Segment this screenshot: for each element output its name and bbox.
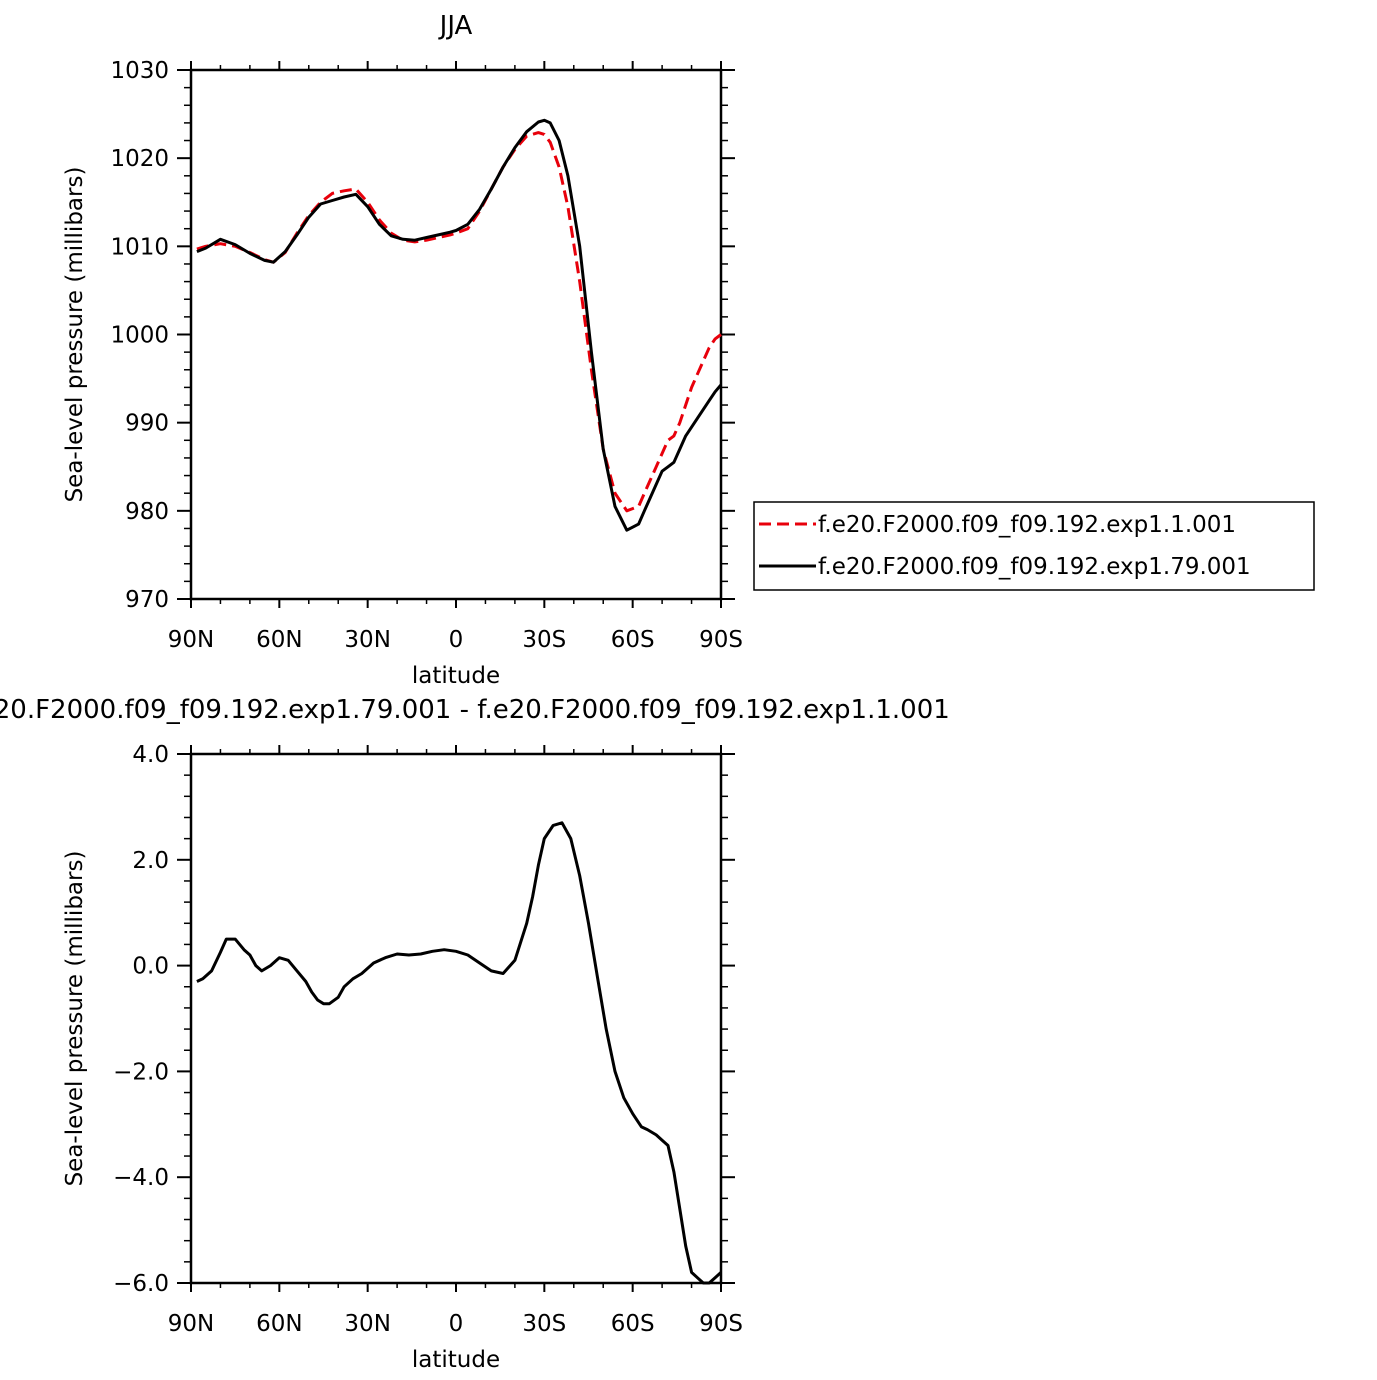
legend-label: f.e20.F2000.f09_f09.192.exp1.79.001	[818, 554, 1251, 580]
y-tick-label: 1000	[110, 323, 169, 349]
x-tick-label: 30N	[344, 627, 390, 653]
x-tick-label: 0	[449, 1311, 464, 1337]
series-line-0	[196, 821, 723, 1285]
x-tick-label: 90N	[168, 1311, 214, 1337]
chart-top: 90N 60N 30N 0 30S 60S 90S 970 980 990 1000 1010 1020…	[62, 11, 1315, 689]
y-tick-label: 1030	[110, 58, 169, 84]
y-axis-title: Sea-level pressure (millibars)	[62, 851, 88, 1187]
legend-label: f.e20.F2000.f09_f09.192.exp1.1.001	[818, 512, 1236, 538]
x-tick-label: 60N	[256, 1311, 302, 1337]
x-tick-label: 90S	[699, 1311, 743, 1337]
x-tick-label: 60S	[611, 1311, 655, 1337]
series-line-0	[196, 131, 722, 513]
y-tick-label: −6.0	[113, 1271, 169, 1297]
y-tick-label: −4.0	[113, 1165, 169, 1191]
y-tick-label: 4.0	[132, 742, 169, 768]
y-tick-label: 2.0	[132, 848, 169, 874]
x-axis-title: latitude	[412, 1347, 500, 1373]
chart-title: f.e20.F2000.f09_f09.192.exp1.79.001 - f.…	[0, 695, 950, 725]
series-line-1	[196, 118, 723, 532]
plot-frame	[189, 752, 723, 1285]
x-tick-label: 0	[449, 627, 464, 653]
y-tick-label: 1020	[110, 146, 169, 172]
x-axis-title: latitude	[412, 663, 500, 689]
x-tick-label: 90N	[168, 627, 214, 653]
chart-bottom: 90N 60N 30N 0 30S 60S 90S −6.0 −4.0 −2.0 0.0 2.0 4.0…	[0, 695, 950, 1373]
legend-box	[753, 501, 1315, 591]
x-tick-label: 30N	[344, 1311, 390, 1337]
x-tick-label: 60N	[256, 627, 302, 653]
x-tick-label: 30S	[522, 627, 566, 653]
y-tick-label: 1010	[110, 234, 169, 260]
chart-title: JJA	[438, 11, 473, 41]
y-tick-label: 0.0	[132, 954, 169, 980]
y-tick-label: 990	[125, 411, 169, 437]
y-tick-label: 970	[125, 587, 169, 613]
x-tick-label: 30S	[522, 1311, 566, 1337]
y-tick-label: 980	[125, 499, 169, 525]
y-tick-label: −2.0	[113, 1059, 169, 1085]
x-tick-label: 90S	[699, 627, 743, 653]
y-axis-title: Sea-level pressure (millibars)	[62, 167, 88, 503]
x-tick-label: 60S	[611, 627, 655, 653]
